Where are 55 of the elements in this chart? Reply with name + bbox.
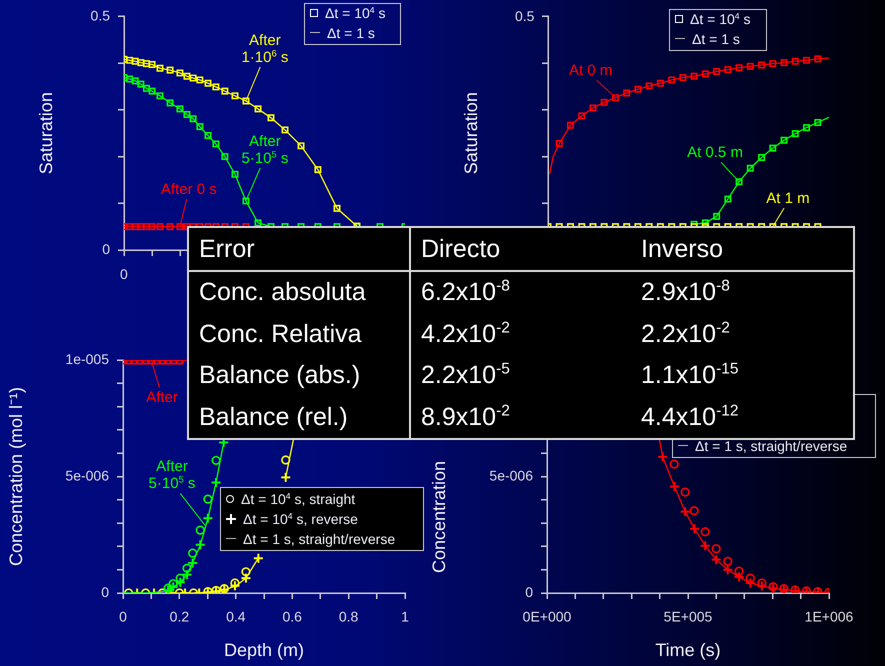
y-axis-title: Concentration (mol l⁻¹)	[6, 386, 26, 566]
annotation: After 5·10$^{5}$ s	[241, 132, 288, 167]
y-axis-title: Saturation	[460, 92, 481, 174]
annotation: After 1·10$^{6}$ s	[241, 32, 288, 66]
category-label: Balance (abs.)	[199, 361, 360, 390]
text: Error	[188, 227, 410, 271]
annotation: Δt = 1 s, straight/reverse	[243, 530, 396, 549]
annotation: At 0.5 m	[687, 144, 743, 162]
key-box: Δt = 10$^{4}$ s Δt = 1 s	[304, 3, 401, 45]
x-axis-title: Depth (m)	[224, 640, 304, 660]
x-axis-title: Time (s)	[655, 640, 721, 660]
text: 1.1x10$^{-15}$	[641, 360, 738, 390]
text: 8.9x10$^{-2}$	[421, 402, 510, 431]
text: 2.2x10$^{-5}$	[421, 360, 510, 390]
annotation: After 5·10$^{5}$ s	[148, 458, 196, 492]
annotation: Δt = 1 s, straight/reverse	[695, 437, 848, 456]
text: 0	[120, 266, 128, 282]
category-label: Conc. absoluta	[199, 278, 366, 306]
y-axis-title: Concentration	[428, 460, 449, 573]
y-tick-label: 0	[102, 240, 110, 257]
annotation: Δt = 10$^{4}$ s	[325, 4, 386, 23]
text: 2.9x10$^{-8}$	[641, 278, 730, 306]
x-tick-label: 1	[401, 608, 410, 624]
x-tick-label: 0.8	[338, 608, 359, 624]
annotation: After	[146, 388, 178, 406]
x-tick-label: 0.2	[170, 608, 190, 624]
category-label: Balance (rel.)	[199, 402, 348, 431]
category-label: Inverso	[631, 227, 854, 271]
y-axis-title: Saturation	[36, 92, 56, 174]
annotation: Δt = 10$^{4}$ s, straight	[241, 490, 356, 509]
x-tick-label: 0	[119, 608, 128, 624]
x-tick-label: 0.4	[226, 608, 246, 624]
y-tick-label: 5e-006	[65, 467, 110, 484]
text: 4.2x10$^{-2}$	[421, 320, 510, 348]
annotation: Δt = 1 s	[692, 30, 740, 49]
y-tick-label: 5e-006	[489, 467, 534, 484]
x-tick-label: 0.6	[282, 608, 302, 624]
key-box: Δt = 10$^{4}$ s, straight Δt = 10$^{4}$ s, reverse Δt = 1 s, straight/reverse	[220, 487, 424, 551]
text: 2.2x10$^{-2}$	[641, 320, 730, 348]
annotation: After 0 s	[160, 181, 217, 198]
y-tick-label: 1e-005	[65, 350, 110, 367]
category-label: Directo	[410, 227, 631, 271]
y-tick-label: 0.5	[90, 7, 110, 24]
key-box: Δt = 10$^{4}$ s Δt = 1 s	[669, 9, 767, 51]
x-tick-label: 1E+006	[804, 608, 854, 624]
annotation: At 0 m	[568, 62, 612, 80]
annotation: Δt = 10$^{4}$ s, reverse	[243, 510, 358, 529]
annotation: At 1 m	[766, 190, 810, 208]
x-tick-label: 0E+000	[522, 608, 572, 624]
y-tick-label: 0	[101, 584, 110, 600]
text: 6.2x10$^{-8}$	[421, 278, 510, 306]
annotation: Δt = 10$^{4}$ s	[690, 10, 750, 29]
x-tick-label: 5E+005	[664, 608, 713, 624]
annotation: Δt = 1 s	[327, 24, 375, 43]
category-label: Conc. Relativa	[199, 320, 362, 348]
